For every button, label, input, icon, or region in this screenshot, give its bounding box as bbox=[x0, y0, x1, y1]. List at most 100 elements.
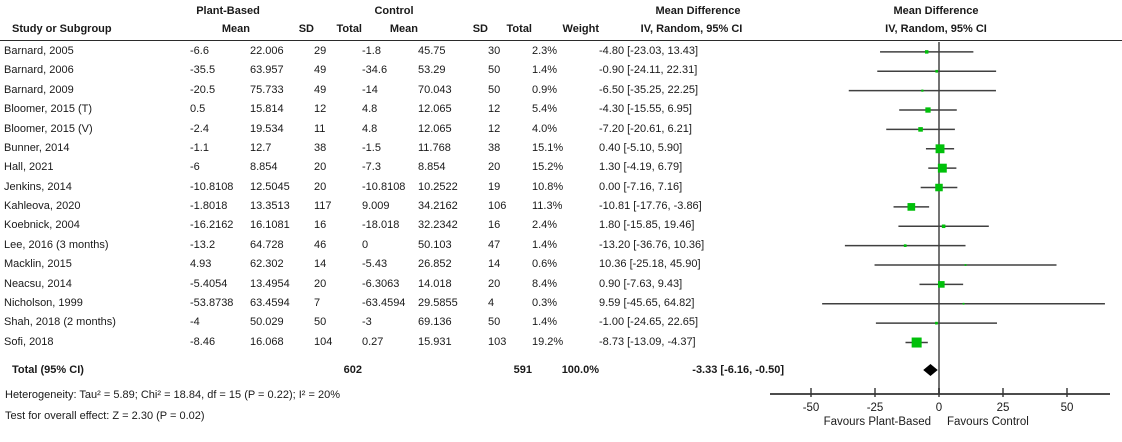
axis-label-favours-treatment: Favours Plant-Based bbox=[824, 416, 931, 428]
control-sd: 29.5855 bbox=[418, 296, 458, 309]
treatment-sd: 63.4594 bbox=[250, 296, 290, 309]
effect-square bbox=[937, 281, 945, 288]
treatment-sd: 75.733 bbox=[250, 83, 284, 96]
effect-square bbox=[918, 127, 923, 132]
control-sd: 12.065 bbox=[418, 122, 452, 135]
study-row: Barnard, 2009 -20.5 75.733 49 -14 70.043 50 0.9… bbox=[4, 81, 784, 100]
control-total: 12 bbox=[488, 103, 501, 116]
treatment-sd-header: SD bbox=[298, 23, 314, 35]
study-row: Nicholson, 1999 -53.8738 63.4594 7 -63.4594 2… bbox=[4, 294, 784, 313]
weight-value: 0.6% bbox=[532, 258, 558, 271]
treatment-mean: 4.93 bbox=[190, 258, 212, 271]
effect-square bbox=[907, 203, 916, 211]
ci-text: -8.73 [-13.09, -4.37] bbox=[599, 335, 696, 348]
treatment-sd: 16.068 bbox=[250, 335, 284, 348]
control-sd-header: SD bbox=[472, 23, 488, 35]
control-mean: 4.8 bbox=[362, 103, 378, 116]
treatment-total: 16 bbox=[314, 219, 327, 232]
total-ci-text: -3.33 [-6.16, -0.50] bbox=[692, 363, 784, 376]
total-label: Total (95% CI) bbox=[12, 363, 84, 376]
treatment-mean: -53.8738 bbox=[190, 296, 234, 309]
treatment-sd: 16.1081 bbox=[250, 219, 290, 232]
control-sd: 26.852 bbox=[418, 258, 452, 271]
control-sd: 8.854 bbox=[418, 161, 446, 174]
effect-square bbox=[937, 163, 947, 173]
total-row: Total (95% CI) 602 591 100.0% -3.33 [-6.… bbox=[4, 361, 784, 380]
treatment-total: 11 bbox=[314, 122, 326, 135]
ci-text: 1.80 [-15.85, 19.46] bbox=[599, 219, 695, 232]
ci-text: 10.36 [-25.18, 45.90] bbox=[599, 258, 701, 271]
md-text-column-title: Mean Difference bbox=[655, 5, 741, 17]
treatment-total: 20 bbox=[314, 161, 327, 174]
control-mean: -63.4594 bbox=[362, 296, 406, 309]
treatment-sd: 19.534 bbox=[250, 122, 284, 135]
control-mean: -10.8108 bbox=[362, 180, 406, 193]
control-mean: 9.009 bbox=[362, 200, 390, 212]
study-row: Lee, 2016 (3 months) -13.2 64.728 46 0 50.103… bbox=[4, 236, 784, 255]
axis-tick-label: 0 bbox=[936, 402, 942, 414]
weight-value: 8.4% bbox=[532, 277, 558, 290]
weight-value: 5.4% bbox=[532, 103, 558, 116]
treatment-mean: -13.2 bbox=[190, 238, 216, 251]
axis-tick-label: -25 bbox=[867, 402, 884, 414]
treatment-mean: -20.5 bbox=[190, 83, 216, 96]
control-sd: 70.043 bbox=[418, 83, 452, 96]
treatment-sd: 12.7 bbox=[250, 141, 272, 154]
control-total: 12 bbox=[488, 122, 501, 135]
control-total: 4 bbox=[488, 296, 495, 309]
treatment-mean: -10.8108 bbox=[190, 180, 234, 193]
study-row: Hall, 2021 -6 8.854 20 -7.3 8.854 20 15.2% 1.30 … bbox=[4, 158, 784, 177]
study-row: Kahleova, 2020 -1.8018 13.3513 117 9.009 34.2… bbox=[4, 197, 784, 216]
treatment-total: 49 bbox=[314, 83, 327, 96]
treatment-total: 29 bbox=[314, 45, 327, 57]
control-total: 19 bbox=[488, 180, 501, 193]
study-row: Barnard, 2006 -35.5 63.957 49 -34.6 53.29 50 1.… bbox=[4, 61, 784, 80]
study-row: Bunner, 2014 -1.1 12.7 38 -1.5 11.768 38 15.1% 0… bbox=[4, 139, 784, 158]
control-mean: -6.3063 bbox=[362, 277, 400, 290]
treatment-total: 46 bbox=[314, 238, 327, 251]
study-name: Bloomer, 2015 (V) bbox=[4, 122, 93, 135]
control-mean: -18.018 bbox=[362, 219, 400, 232]
study-row: Bloomer, 2015 (T) 0.5 15.814 12 4.8 12.065 12 5… bbox=[4, 100, 784, 119]
control-sd: 53.29 bbox=[418, 64, 446, 77]
control-sd: 10.2522 bbox=[418, 180, 458, 193]
total-weight: 100.0% bbox=[561, 363, 599, 376]
treatment-mean: -6 bbox=[190, 161, 200, 174]
ci-text: -0.90 [-24.11, 22.31] bbox=[599, 64, 698, 77]
control-mean-header: Mean bbox=[389, 23, 418, 35]
weight-value: 1.4% bbox=[532, 64, 558, 77]
effect-square bbox=[964, 264, 967, 266]
study-name: Barnard, 2005 bbox=[4, 45, 74, 57]
md-plot-method: IV, Random, 95% CI bbox=[885, 23, 987, 35]
control-total: 20 bbox=[488, 161, 501, 174]
treatment-sd: 15.814 bbox=[250, 103, 284, 116]
effect-square bbox=[941, 224, 946, 229]
treatment-mean: -2.4 bbox=[190, 122, 209, 135]
total-diamond bbox=[923, 364, 938, 376]
weight-column-header: Weight bbox=[562, 23, 599, 35]
study-column-header: Study or Subgroup bbox=[12, 23, 112, 35]
treatment-total-header: Total bbox=[336, 23, 362, 35]
study-name: Lee, 2016 (3 months) bbox=[4, 238, 109, 251]
control-total: 14 bbox=[488, 258, 501, 271]
study-row: Macklin, 2015 4.93 62.302 14 -5.43 26.852 14 0.… bbox=[4, 255, 784, 274]
treatment-sd: 62.302 bbox=[250, 258, 284, 271]
study-name: Nicholson, 1999 bbox=[4, 296, 83, 309]
treatment-mean: -8.46 bbox=[190, 335, 216, 348]
axis-tick-label: 25 bbox=[997, 402, 1010, 414]
weight-value: 1.4% bbox=[532, 316, 558, 329]
control-sd: 12.065 bbox=[418, 103, 452, 116]
control-mean: -34.6 bbox=[362, 64, 388, 77]
effect-square bbox=[962, 302, 965, 305]
study-row: Neacsu, 2014 -5.4054 13.4954 20 -6.3063 14.01… bbox=[4, 275, 784, 294]
treatment-total: 20 bbox=[314, 277, 327, 290]
control-total: 47 bbox=[488, 238, 501, 251]
control-mean: -5.43 bbox=[362, 258, 388, 271]
header-divider bbox=[0, 40, 1122, 42]
ci-text: -6.50 [-35.25, 22.25] bbox=[599, 83, 699, 96]
ci-text: -13.20 [-36.76, 10.36] bbox=[599, 238, 705, 251]
study-row: Barnard, 2005 -6.6 22.006 29 -1.8 45.75 30 2.3%… bbox=[4, 42, 784, 61]
treatment-total: 20 bbox=[314, 180, 327, 193]
control-total: 50 bbox=[488, 316, 501, 329]
